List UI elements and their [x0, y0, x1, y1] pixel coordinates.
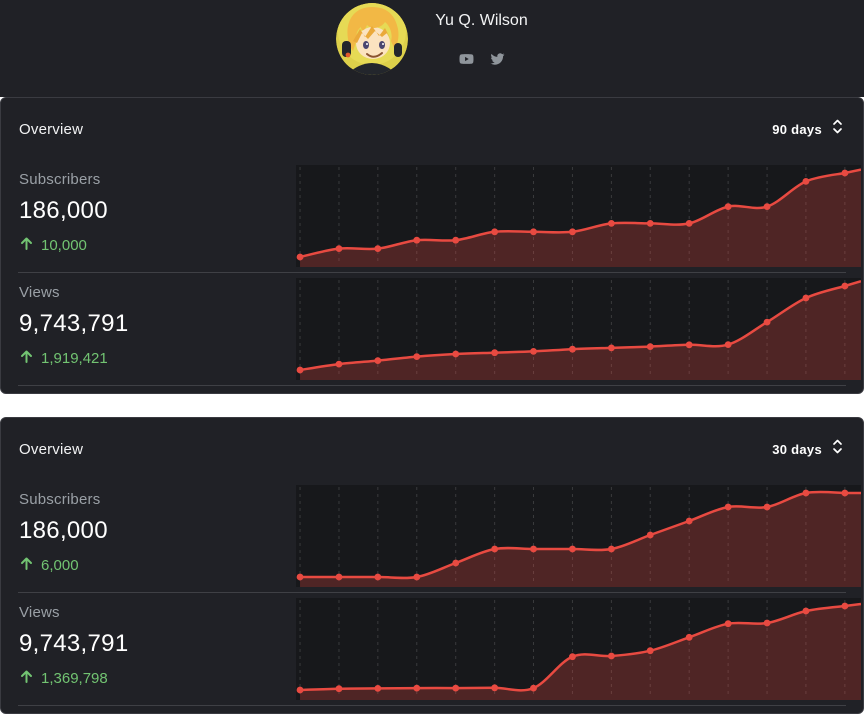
views-row: Views 9,743,791 1,369,798: [1, 593, 863, 705]
panel-title: Overview: [19, 120, 84, 138]
up-arrow-icon: [19, 235, 34, 255]
channel-header: Yu Q. Wilson: [0, 0, 864, 97]
chart-subscribers-30d: [296, 485, 861, 587]
chart-views-90d: [296, 278, 861, 380]
chart-subscribers-90d: [296, 165, 861, 267]
range-label: 30 days: [772, 441, 822, 457]
stat-value: 186,000: [19, 517, 108, 544]
up-arrow-icon: [19, 555, 34, 575]
chevron-updown-icon: [832, 438, 843, 460]
youtube-icon[interactable]: [457, 52, 476, 66]
stat-label: Views: [19, 284, 60, 301]
stat-change: 10,000: [19, 235, 296, 255]
stat-value: 9,743,791: [19, 630, 129, 657]
row-divider: [18, 385, 846, 386]
social-links: [457, 52, 506, 66]
subscribers-row: Subscribers 186,000 6,000: [1, 480, 863, 592]
avatar: [336, 3, 409, 75]
stat-label: Subscribers: [19, 491, 101, 508]
chart-views-30d: [296, 598, 861, 700]
subscribers-row: Subscribers 186,000 10,000: [1, 160, 863, 272]
stat-label: Subscribers: [19, 171, 101, 188]
overview-panel-30d: Overview 30 days Subscribers 186,000 6,0…: [0, 417, 864, 714]
range-selector[interactable]: 30 days: [772, 438, 843, 460]
stat-value: 9,743,791: [19, 310, 129, 337]
channel-identity: Yu Q. Wilson: [435, 11, 528, 66]
stat-change: 1,369,798: [19, 668, 296, 688]
stat-value: 186,000: [19, 197, 108, 224]
panel-title: Overview: [19, 440, 84, 458]
stat-info: Subscribers 186,000 10,000: [1, 165, 296, 267]
chevron-updown-icon: [832, 118, 843, 140]
range-label: 90 days: [772, 121, 822, 137]
row-divider: [18, 592, 846, 593]
stat-change: 6,000: [19, 555, 296, 575]
stat-change-value: 6,000: [41, 556, 79, 574]
stat-info: Subscribers 186,000 6,000: [1, 485, 296, 587]
panel-header: Overview 30 days: [1, 418, 863, 480]
stat-label: Views: [19, 604, 60, 621]
stat-change-value: 1,369,798: [41, 669, 108, 687]
stat-info: Views 9,743,791 1,369,798: [1, 598, 296, 700]
stat-info: Views 9,743,791 1,919,421: [1, 278, 296, 380]
range-selector[interactable]: 90 days: [772, 118, 843, 140]
up-arrow-icon: [19, 348, 34, 368]
row-divider: [18, 272, 846, 273]
stat-change-value: 10,000: [41, 236, 87, 254]
stat-change: 1,919,421: [19, 348, 296, 368]
views-row: Views 9,743,791 1,919,421: [1, 273, 863, 385]
overview-panel-90d: Overview 90 days Subscribers 186,000 10,…: [0, 97, 864, 394]
twitter-icon[interactable]: [489, 52, 506, 66]
panel-header: Overview 90 days: [1, 98, 863, 160]
stat-change-value: 1,919,421: [41, 349, 108, 367]
row-divider: [18, 705, 846, 706]
up-arrow-icon: [19, 668, 34, 688]
channel-name: Yu Q. Wilson: [435, 12, 528, 29]
